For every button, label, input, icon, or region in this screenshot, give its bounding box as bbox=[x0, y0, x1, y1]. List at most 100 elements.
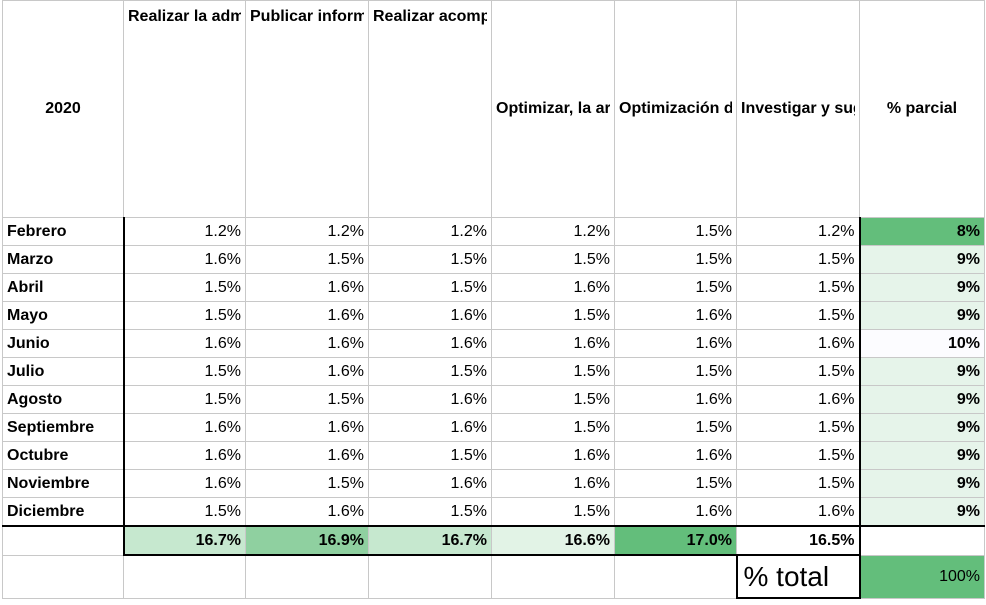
value-cell[interactable]: 1.5% bbox=[491, 245, 615, 274]
value-cell[interactable]: 1.6% bbox=[245, 441, 369, 470]
value-cell[interactable]: 1.5% bbox=[368, 357, 492, 386]
totals-label-cell[interactable] bbox=[2, 525, 125, 556]
value-cell[interactable]: 1.2% bbox=[245, 217, 369, 246]
value-cell[interactable]: 1.5% bbox=[614, 469, 737, 498]
value-cell[interactable]: 1.6% bbox=[491, 273, 615, 302]
value-cell[interactable]: 1.5% bbox=[491, 301, 615, 330]
column-header-6[interactable]: Investigar y sugerir planes para la impl… bbox=[736, 0, 860, 218]
value-cell[interactable]: 1.6% bbox=[368, 413, 492, 442]
value-cell[interactable]: 1.6% bbox=[123, 441, 246, 470]
value-cell[interactable]: 1.6% bbox=[245, 497, 369, 527]
value-cell[interactable]: 1.6% bbox=[491, 329, 615, 358]
value-cell[interactable]: 1.5% bbox=[245, 385, 369, 414]
value-cell[interactable]: 1.5% bbox=[736, 413, 861, 442]
value-cell[interactable]: 1.6% bbox=[245, 301, 369, 330]
value-cell[interactable]: 1.5% bbox=[368, 245, 492, 274]
partial-cell[interactable]: 9% bbox=[859, 469, 985, 498]
month-cell[interactable]: Febrero bbox=[2, 217, 125, 246]
empty-cell[interactable] bbox=[2, 554, 124, 599]
value-cell[interactable]: 1.6% bbox=[614, 385, 737, 414]
partial-cell[interactable]: 9% bbox=[859, 357, 985, 386]
value-cell[interactable]: 1.5% bbox=[736, 301, 861, 330]
value-cell[interactable]: 1.2% bbox=[368, 217, 492, 246]
value-cell[interactable]: 1.6% bbox=[245, 357, 369, 386]
value-cell[interactable]: 1.5% bbox=[245, 469, 369, 498]
value-cell[interactable]: 1.5% bbox=[123, 385, 246, 414]
month-cell[interactable]: Marzo bbox=[2, 245, 125, 274]
year-header-cell[interactable]: 2020 bbox=[2, 0, 124, 218]
partial-cell[interactable]: 9% bbox=[859, 245, 985, 274]
empty-cell[interactable] bbox=[245, 554, 369, 599]
column-header-1[interactable]: Realizar la administración del sitio web… bbox=[123, 0, 246, 218]
partial-cell[interactable]: 10% bbox=[859, 329, 985, 358]
empty-cell[interactable] bbox=[123, 554, 246, 599]
value-cell[interactable]: 1.6% bbox=[245, 329, 369, 358]
column-header-3[interactable]: Realizar acompañamiento técnico a los en… bbox=[368, 0, 492, 218]
month-cell[interactable]: Noviembre bbox=[2, 469, 125, 498]
value-cell[interactable]: 1.6% bbox=[368, 301, 492, 330]
value-cell[interactable]: 1.5% bbox=[614, 357, 737, 386]
column-header-4[interactable]: Optimizar, la arquitectura de las página… bbox=[491, 0, 615, 218]
value-cell[interactable]: 1.6% bbox=[736, 497, 861, 527]
value-cell[interactable]: 1.5% bbox=[736, 357, 861, 386]
value-cell[interactable]: 1.5% bbox=[368, 273, 492, 302]
value-cell[interactable]: 1.5% bbox=[491, 385, 615, 414]
empty-cell[interactable] bbox=[614, 554, 737, 599]
value-cell[interactable]: 1.5% bbox=[614, 273, 737, 302]
partial-cell[interactable]: 9% bbox=[859, 497, 985, 527]
total-cell-2[interactable]: 16.9% bbox=[245, 525, 369, 556]
value-cell[interactable]: 1.5% bbox=[245, 245, 369, 274]
total-cell-1[interactable]: 16.7% bbox=[123, 525, 246, 556]
total-cell-4[interactable]: 16.6% bbox=[491, 525, 615, 556]
value-cell[interactable]: 1.5% bbox=[491, 413, 615, 442]
value-cell[interactable]: 1.5% bbox=[736, 273, 861, 302]
value-cell[interactable]: 1.6% bbox=[368, 469, 492, 498]
month-cell[interactable]: Junio bbox=[2, 329, 125, 358]
partial-cell[interactable]: 9% bbox=[859, 273, 985, 302]
value-cell[interactable]: 1.2% bbox=[491, 217, 615, 246]
value-cell[interactable]: 1.6% bbox=[614, 441, 737, 470]
month-cell[interactable]: Septiembre bbox=[2, 413, 125, 442]
partial-cell[interactable]: 9% bbox=[859, 413, 985, 442]
value-cell[interactable]: 1.5% bbox=[736, 441, 861, 470]
value-cell[interactable]: 1.5% bbox=[614, 245, 737, 274]
value-cell[interactable]: 1.6% bbox=[736, 385, 861, 414]
value-cell[interactable]: 1.6% bbox=[368, 329, 492, 358]
value-cell[interactable]: 1.6% bbox=[123, 469, 246, 498]
month-cell[interactable]: Diciembre bbox=[2, 497, 125, 527]
value-cell[interactable]: 1.6% bbox=[368, 385, 492, 414]
value-cell[interactable]: 1.5% bbox=[123, 273, 246, 302]
value-cell[interactable]: 1.6% bbox=[123, 413, 246, 442]
value-cell[interactable]: 1.6% bbox=[736, 329, 861, 358]
month-cell[interactable]: Octubre bbox=[2, 441, 125, 470]
partial-cell[interactable]: 9% bbox=[859, 301, 985, 330]
partial-cell[interactable]: 9% bbox=[859, 385, 985, 414]
value-cell[interactable]: 1.6% bbox=[614, 301, 737, 330]
value-cell[interactable]: 1.5% bbox=[491, 357, 615, 386]
value-cell[interactable]: 1.2% bbox=[123, 217, 246, 246]
empty-cell[interactable] bbox=[491, 554, 615, 599]
value-cell[interactable]: 1.5% bbox=[123, 497, 246, 527]
month-cell[interactable]: Mayo bbox=[2, 301, 125, 330]
value-cell[interactable]: 1.5% bbox=[491, 497, 615, 527]
totals-empty-cell[interactable] bbox=[859, 525, 985, 556]
value-cell[interactable]: 1.6% bbox=[614, 497, 737, 527]
value-cell[interactable]: 1.6% bbox=[245, 273, 369, 302]
total-cell-5[interactable]: 17.0% bbox=[614, 525, 737, 556]
total-cell-6[interactable]: 16.5% bbox=[736, 525, 861, 556]
month-cell[interactable]: Abril bbox=[2, 273, 125, 302]
value-cell[interactable]: 1.2% bbox=[736, 217, 861, 246]
value-cell[interactable]: 1.5% bbox=[123, 301, 246, 330]
value-cell[interactable]: 1.5% bbox=[368, 441, 492, 470]
month-cell[interactable]: Julio bbox=[2, 357, 125, 386]
empty-cell[interactable] bbox=[368, 554, 492, 599]
value-cell[interactable]: 1.5% bbox=[614, 413, 737, 442]
partial-cell[interactable]: 9% bbox=[859, 441, 985, 470]
total-cell-3[interactable]: 16.7% bbox=[368, 525, 492, 556]
column-header-2[interactable]: Publicar información en la página web, c… bbox=[245, 0, 369, 218]
month-cell[interactable]: Agosto bbox=[2, 385, 125, 414]
grand-total-label[interactable]: % total bbox=[735, 554, 861, 599]
value-cell[interactable]: 1.6% bbox=[491, 469, 615, 498]
column-header-5[interactable]: Optimización del sitio web para los moto… bbox=[614, 0, 737, 218]
value-cell[interactable]: 1.5% bbox=[368, 497, 492, 527]
